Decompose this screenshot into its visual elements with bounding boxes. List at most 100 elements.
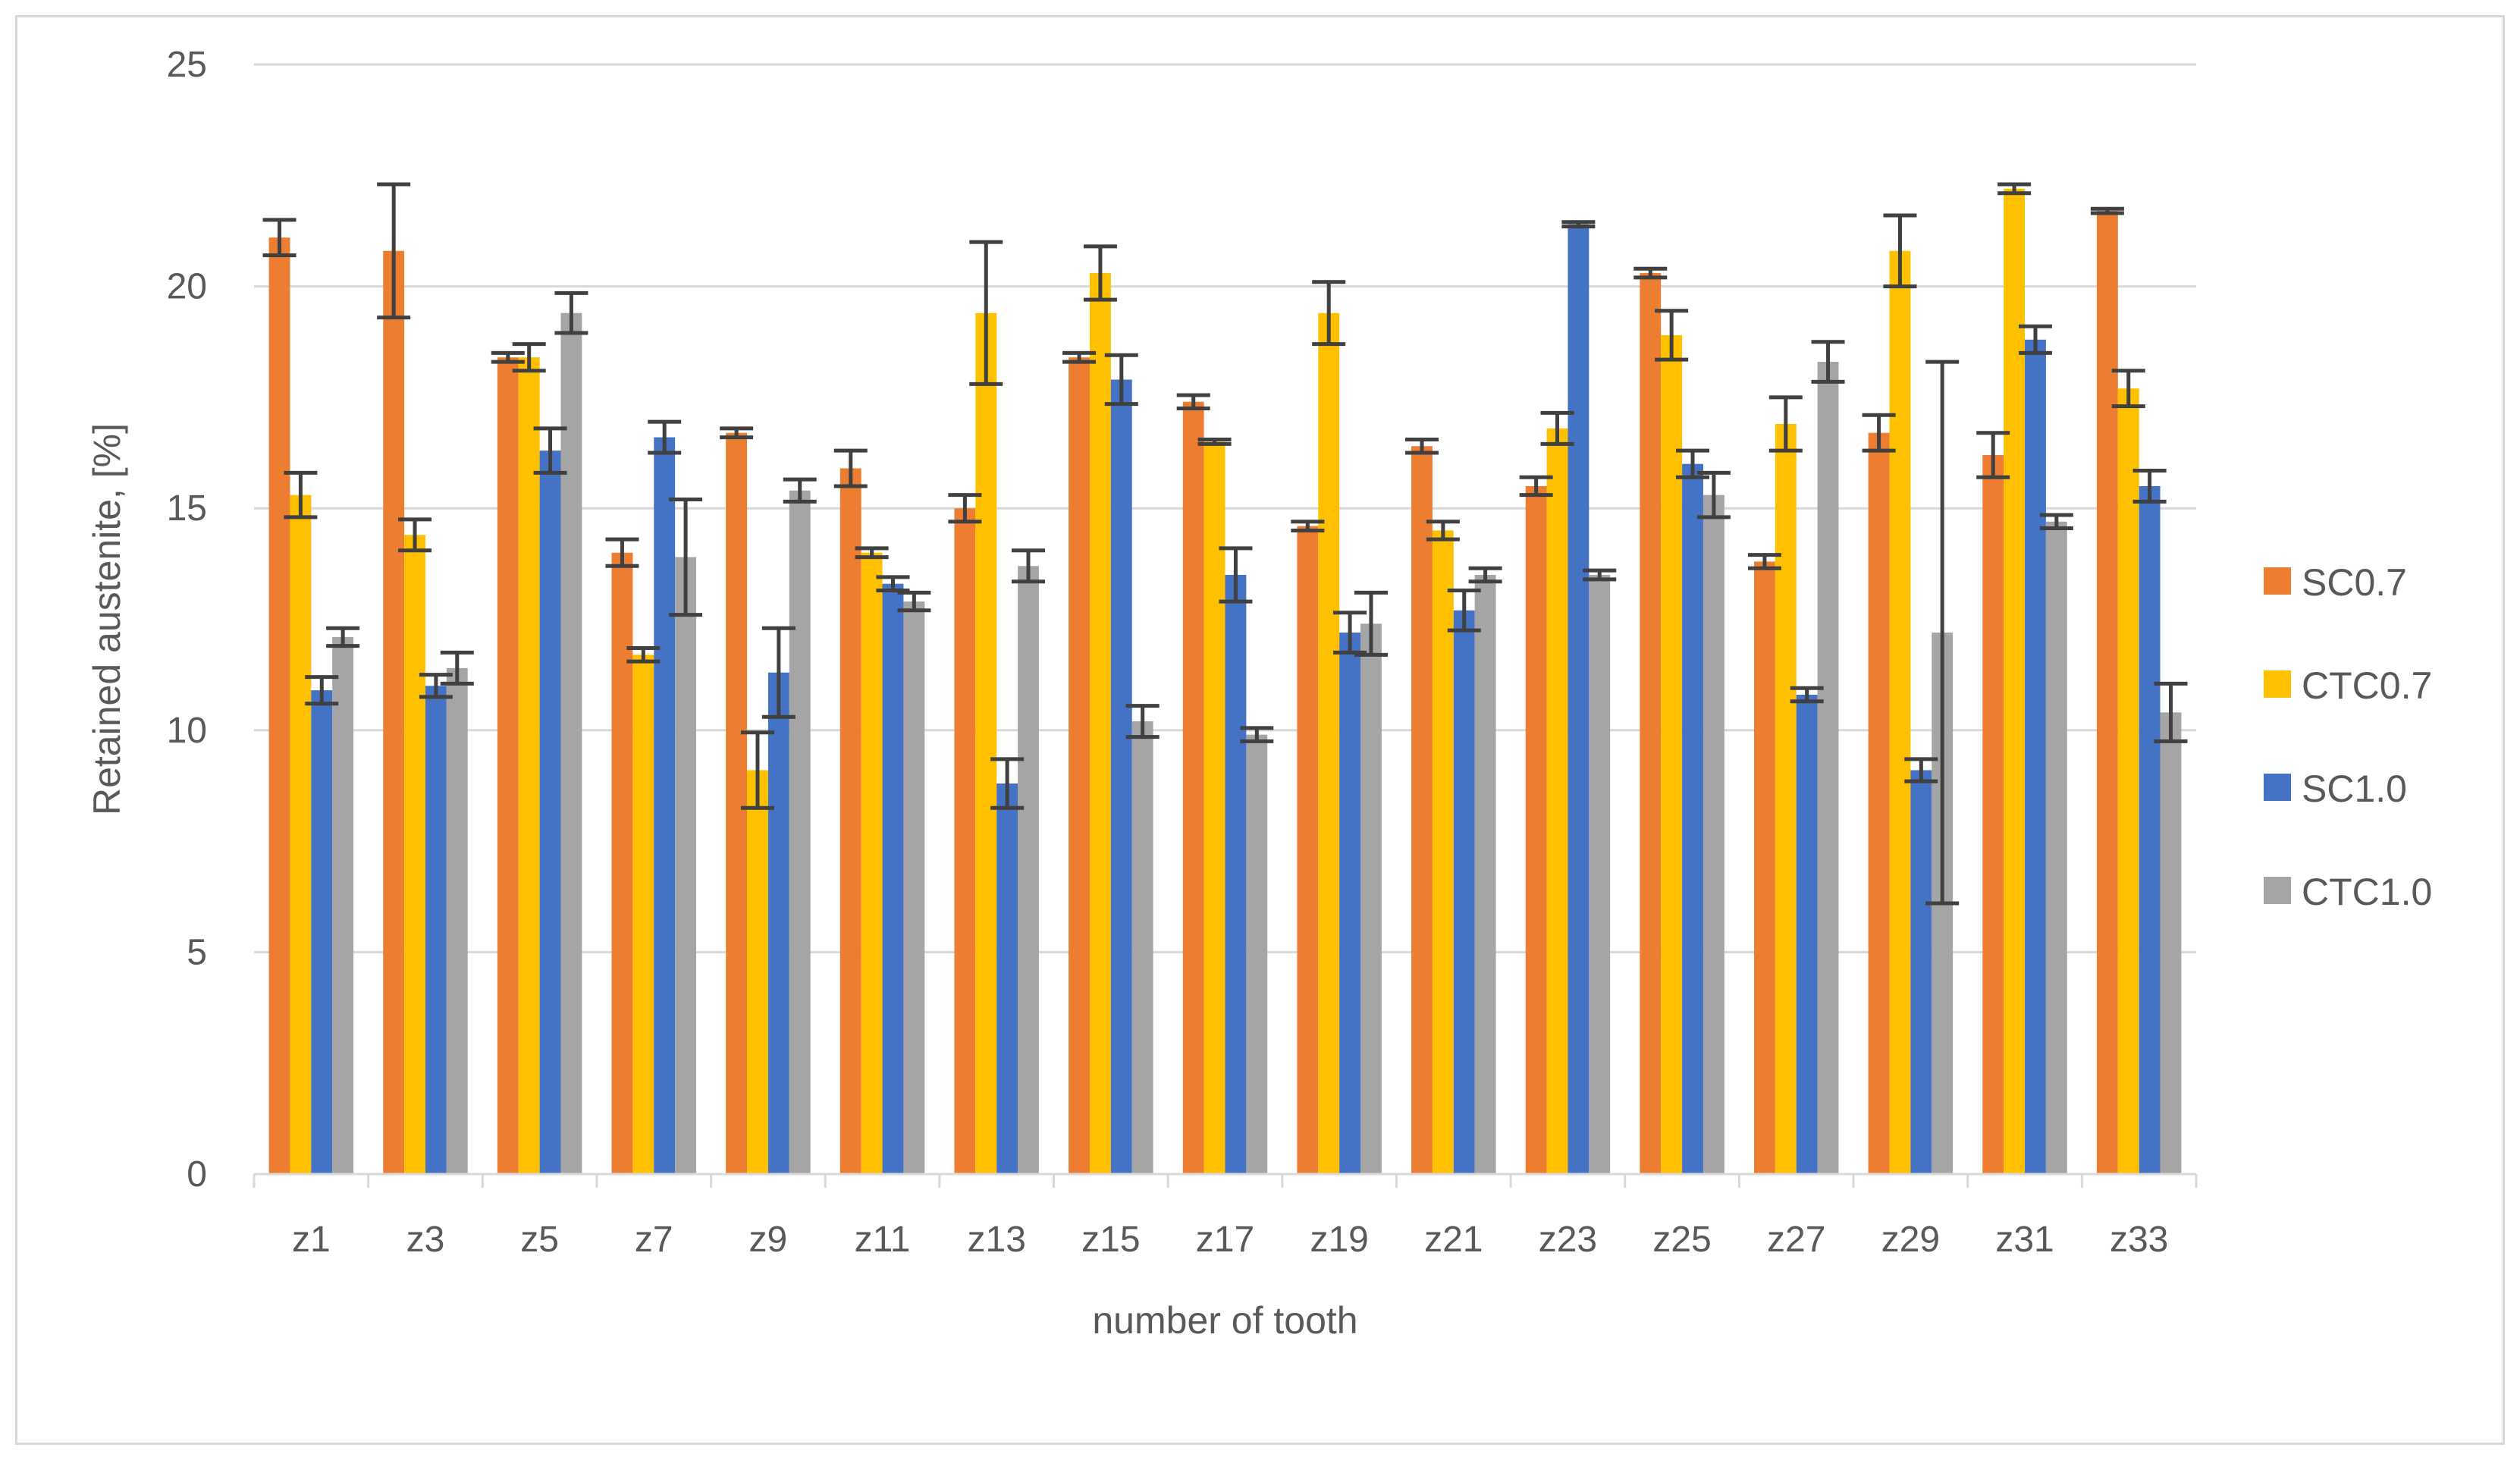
legend-label: CTC0.7 xyxy=(2302,664,2432,707)
bar-sc0-7-z7 xyxy=(611,552,633,1174)
legend-label: SC1.0 xyxy=(2302,768,2407,810)
error-bar xyxy=(1768,395,1803,453)
error-bar xyxy=(305,675,339,706)
bar-sc0-7-z19 xyxy=(1297,526,1319,1174)
error-bar xyxy=(1468,566,1502,584)
bar-ctc0-7-z1 xyxy=(290,495,312,1174)
error-bar xyxy=(377,182,411,320)
bar-sc1-0-z5 xyxy=(539,451,561,1174)
error-bar xyxy=(512,342,546,373)
legend-swatch xyxy=(2264,774,2291,801)
error-bar xyxy=(398,517,432,553)
y-tick-label: 0 xyxy=(187,1154,207,1195)
bar-sc0-7-z1 xyxy=(268,237,290,1174)
bar-ctc0-7-z29 xyxy=(1889,250,1911,1175)
x-tick-label: z21 xyxy=(1424,1220,1483,1260)
bar-sc0-7-z31 xyxy=(1982,454,2004,1174)
error-bar xyxy=(1426,520,1460,542)
error-bar xyxy=(491,350,525,364)
error-bar xyxy=(1540,410,1574,446)
bar-ctc1-0-z11 xyxy=(903,601,925,1174)
bar-ctc0-7-z19 xyxy=(1318,312,1340,1174)
bar-sc0-7-z21 xyxy=(1411,446,1433,1174)
bar-ctc0-7-z21 xyxy=(1432,530,1454,1174)
error-bar xyxy=(1404,437,1439,455)
bar-sc1-0-z21 xyxy=(1453,610,1475,1174)
bar-sc1-0-z17 xyxy=(1225,574,1247,1174)
error-bar xyxy=(1333,611,1367,655)
error-bar xyxy=(1104,353,1138,407)
bar-layer xyxy=(268,188,2182,1175)
error-bar xyxy=(284,470,318,520)
error-bar xyxy=(1633,266,1668,280)
bar-sc0-7-z15 xyxy=(1069,357,1090,1175)
error-bar xyxy=(1083,244,1117,302)
error-bar xyxy=(605,537,639,568)
error-bar xyxy=(533,426,567,475)
x-tick-label: z25 xyxy=(1652,1220,1711,1260)
legend-item: SC0.7 xyxy=(2264,561,2407,604)
legend: SC0.7 CTC0.7 SC1.0 CTC1.0 xyxy=(2264,561,2432,913)
bar-sc1-0-z19 xyxy=(1339,633,1361,1174)
x-tick-label: z5 xyxy=(520,1220,559,1260)
error-bar xyxy=(1125,704,1160,739)
bar-sc0-7-z29 xyxy=(1868,432,1890,1174)
error-bar xyxy=(1655,309,1689,362)
error-bar xyxy=(1447,588,1481,633)
error-bar xyxy=(626,646,661,664)
x-tick-label: z9 xyxy=(749,1220,788,1260)
bar-ctc0-7-z33 xyxy=(2117,388,2139,1174)
x-tick-label: z27 xyxy=(1767,1220,1825,1260)
y-tick-label: 15 xyxy=(167,488,207,529)
legend-label: SC0.7 xyxy=(2302,561,2407,604)
error-bar xyxy=(761,626,796,719)
legend-item: CTC1.0 xyxy=(2264,871,2432,913)
bar-sc0-7-z5 xyxy=(497,357,519,1175)
error-bar xyxy=(2090,206,2124,215)
error-bar xyxy=(1197,437,1232,446)
error-bar xyxy=(2039,513,2073,531)
error-bar xyxy=(1291,520,1325,532)
error-bar xyxy=(1925,360,1960,906)
bar-ctc0-7-z9 xyxy=(747,770,768,1174)
bar-ctc0-7-z13 xyxy=(975,312,997,1174)
bar-sc0-7-z17 xyxy=(1182,401,1204,1174)
error-bar xyxy=(1976,431,2010,479)
bar-sc1-0-z33 xyxy=(2139,485,2161,1174)
legend-label: CTC1.0 xyxy=(2302,871,2432,913)
y-tick-label: 10 xyxy=(167,711,207,751)
bar-ctc1-0-z5 xyxy=(560,312,582,1174)
error-bar xyxy=(1240,726,1274,743)
error-bar xyxy=(720,426,754,440)
bar-ctc0-7-z5 xyxy=(518,357,540,1175)
legend-swatch xyxy=(2264,670,2291,698)
error-bar xyxy=(1176,393,1210,411)
error-bar xyxy=(740,730,774,810)
x-tick-label: z19 xyxy=(1310,1220,1368,1260)
x-tick-labels: z1 z3 z5 z7 z9 z11 z13 z15 z17 z19 z21 z23 z25 z27 z29… xyxy=(292,1220,2168,1260)
error-bar xyxy=(1696,470,1731,520)
bar-ctc1-0-z9 xyxy=(789,490,811,1174)
error-bar xyxy=(1747,553,1781,570)
bar-sc0-7-z11 xyxy=(839,468,861,1174)
x-tick-label: z3 xyxy=(406,1220,445,1260)
y-tick-labels: 0 5 10 15 20 25 xyxy=(167,45,207,1195)
error-bar xyxy=(990,757,1025,810)
error-bar xyxy=(1583,568,1617,582)
bar-sc0-7-z3 xyxy=(383,250,405,1175)
error-bar xyxy=(669,497,703,617)
bar-ctc1-0-z13 xyxy=(1018,566,1039,1174)
bar-sc0-7-z23 xyxy=(1525,485,1547,1174)
error-bar xyxy=(554,290,588,335)
bar-ctc1-0-z17 xyxy=(1246,734,1268,1174)
bar-sc1-0-z25 xyxy=(1682,463,1703,1174)
bar-sc1-0-z3 xyxy=(425,686,447,1174)
bar-sc1-0-z1 xyxy=(311,690,333,1174)
bar-ctc1-0-z31 xyxy=(2045,521,2067,1174)
bar-ctc0-7-z17 xyxy=(1204,441,1225,1174)
legend-item: CTC0.7 xyxy=(2264,664,2432,707)
error-bar xyxy=(1561,220,1596,229)
bar-sc0-7-z13 xyxy=(954,508,976,1174)
y-tick-label: 5 xyxy=(187,932,207,972)
